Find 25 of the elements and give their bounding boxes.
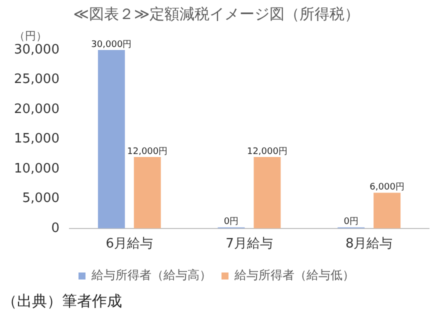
y-tick-label: 25,000 <box>14 72 60 88</box>
bar <box>134 157 161 228</box>
x-tick-label: 7月給与 <box>226 236 273 252</box>
data-label: 0円 <box>344 217 358 228</box>
bar <box>374 192 401 228</box>
x-tick-label: 8月給与 <box>345 236 393 252</box>
y-tick-label: 30,000 <box>14 42 60 58</box>
legend-label: 給与所得者（給与低） <box>234 268 354 282</box>
x-tick-label: 6月給与 <box>106 236 154 252</box>
data-label: 0円 <box>224 217 239 228</box>
text: （出典）筆者作成 <box>2 292 122 311</box>
data-label: 30,000円 <box>91 40 132 50</box>
y-tick-label: 15,000 <box>14 132 60 147</box>
bar <box>98 50 125 228</box>
data-label: 12,000円 <box>246 146 288 157</box>
data-label: 12,000円 <box>127 146 168 157</box>
y-tick-label: 0 <box>51 220 60 236</box>
y-tick-label: 5,000 <box>22 191 60 206</box>
y-axis-title: （円） <box>14 29 48 42</box>
y-tick-label: 20,000 <box>14 102 60 117</box>
y-tick-label: 10,000 <box>14 161 60 176</box>
chart-title: ≪図表２≫定額減税イメージ図（所得税） <box>73 4 360 23</box>
data-label: 6,000円 <box>370 182 404 193</box>
legend-label: 給与所得者（給与高） <box>90 268 212 282</box>
bar <box>254 157 281 228</box>
